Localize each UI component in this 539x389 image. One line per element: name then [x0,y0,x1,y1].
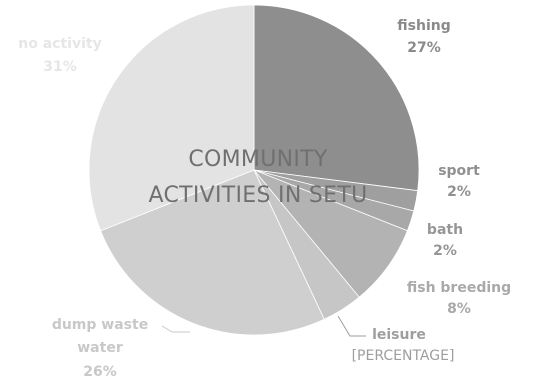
leader-dump-waste-water [161,325,190,333]
label-fishing-name: fishing [397,18,450,34]
pie-slice-no-activity [88,4,255,232]
pie-slices [88,4,420,336]
leader-leisure [337,315,366,337]
pie-slice-dump-waste-water [100,169,325,336]
label-no-activity-value: 31% [43,59,77,75]
label-sport-value: 2% [447,184,471,200]
pie-slice-fishing [253,4,420,192]
label-no-activity-name: no activity [18,36,101,52]
label-sport-name: sport [438,163,480,179]
label-fish-breeding-value: 8% [447,301,471,317]
label-dump-waste-water-value: 26% [83,364,117,380]
label-fish-breeding-name: fish breeding [407,280,511,296]
label-bath-value: 2% [433,243,457,259]
label-bath-name: bath [427,222,463,238]
label-leisure-name: leisure [372,327,426,343]
chart-title-line-1: COMMUNITY [188,147,328,172]
label-dump-waste-water-line-1: dump waste [52,317,148,333]
label-leisure-value: [PERCENTAGE] [352,348,455,364]
leader-lines [161,315,366,337]
chart-title-line-2: ACTIVITIES IN SETU [148,183,367,208]
label-dump-waste-water-line-2: water [77,340,123,356]
label-fishing-value: 27% [407,40,441,56]
